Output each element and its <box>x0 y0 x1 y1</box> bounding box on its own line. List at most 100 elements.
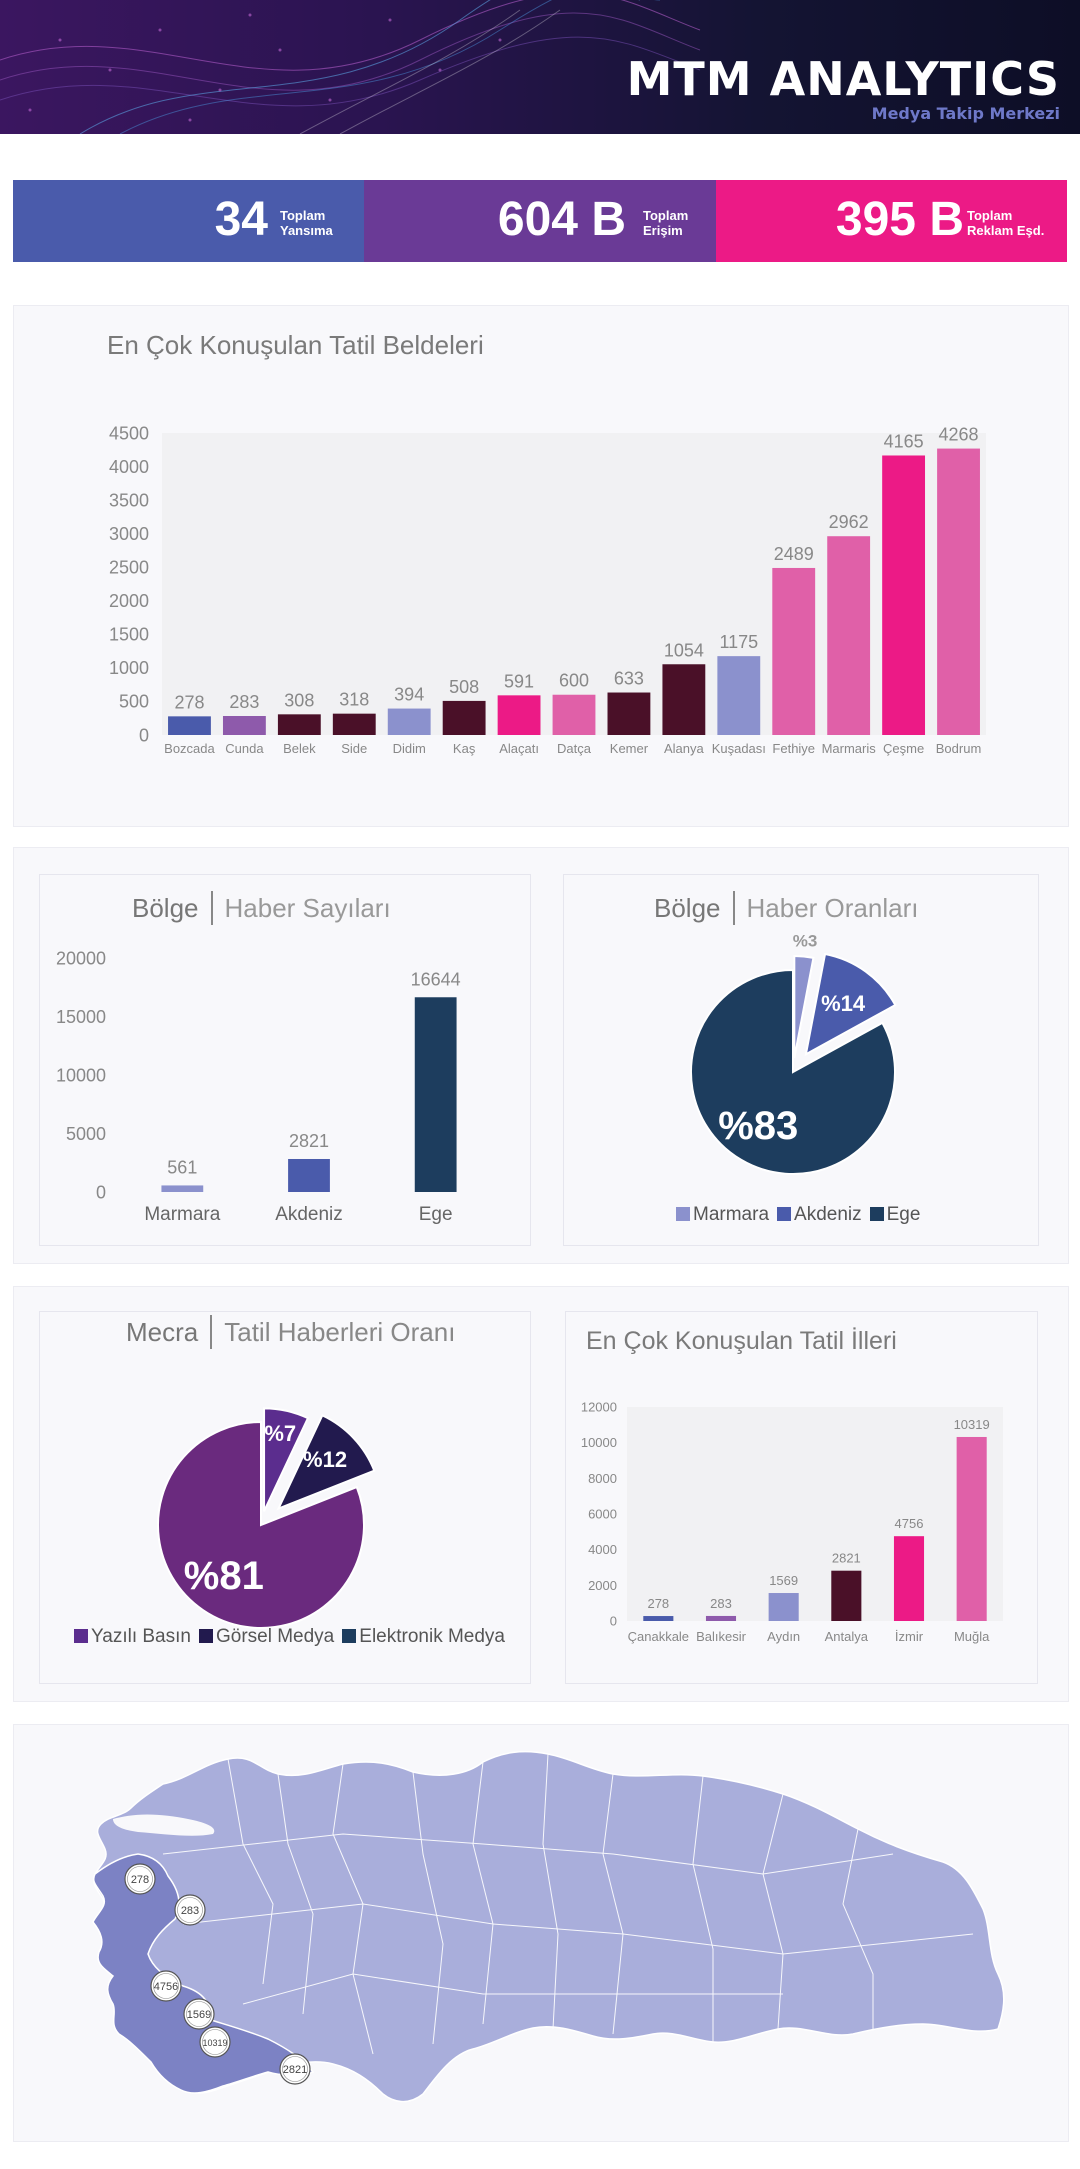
y-tick-label: 4000 <box>588 1542 617 1557</box>
y-tick-label: 2000 <box>109 591 149 611</box>
resorts-chart-title: En Çok Konuşulan Tatil Beldeleri <box>107 330 484 360</box>
bar <box>277 714 321 735</box>
region-pie-chart: %3 %14 %83 <box>690 931 897 1175</box>
category-label: Aydın <box>767 1629 800 1644</box>
y-tick-label: 500 <box>119 692 149 712</box>
map-marker-ring <box>186 2001 212 2027</box>
y-tick-label: 2000 <box>588 1578 617 1593</box>
legend-swatch <box>342 1629 357 1643</box>
kpi-label: Toplam Erişim <box>643 208 689 238</box>
map-marker-label: 4756 <box>154 1981 178 1993</box>
category-label: Kemer <box>610 741 649 756</box>
brand-subtitle: Medya Takip Merkezi <box>871 104 1060 123</box>
slice-label: %3 <box>793 931 818 950</box>
map-marker-ring <box>282 2056 308 2082</box>
bar <box>332 713 376 735</box>
legend-label: Elektronik Medya <box>359 1626 505 1647</box>
data-label: 2821 <box>832 1551 861 1566</box>
highlighted-provinces <box>92 1853 315 2094</box>
legend-label: Marmara <box>693 1204 770 1225</box>
data-label: 591 <box>504 671 534 691</box>
resorts-bar-chart: 0 500 1000 1500 2000 2500 3000 3500 4000 4500 278 B… <box>109 423 986 756</box>
slice-label: %7 <box>264 1421 296 1446</box>
y-tick-label: 2500 <box>109 558 149 578</box>
legend-swatch <box>777 1207 792 1221</box>
y-tick-label: 8000 <box>588 1471 617 1486</box>
region-bar-chart: 0 5000 10000 15000 20000 561 Marmara 2821 Akdeni… <box>56 948 461 1225</box>
slice-label: %12 <box>303 1447 347 1472</box>
category-label: Balıkesir <box>696 1629 747 1644</box>
data-label: 2962 <box>829 512 869 532</box>
category-label: Muğla <box>954 1629 990 1644</box>
y-tick-label: 0 <box>139 725 149 745</box>
kpi-label: Toplam Reklam Eşd. <box>967 208 1045 238</box>
bar <box>831 1570 862 1621</box>
data-label: 4756 <box>895 1516 924 1531</box>
map-marker-label: 278 <box>131 1874 149 1886</box>
map-marker <box>199 2026 231 2058</box>
bar <box>643 1616 674 1621</box>
y-tick-label: 4500 <box>109 423 149 443</box>
category-label: Didim <box>393 741 426 756</box>
legend-item: Ege <box>869 1204 920 1225</box>
region-count-title: Bölge Haber Sayıları <box>132 891 391 927</box>
category-label: Ege <box>419 1204 453 1225</box>
legend-swatch <box>869 1207 884 1221</box>
media-pie-legend: Yazılı Basın Görsel Medya Elektronik Medya <box>74 1626 513 1648</box>
data-label: 394 <box>394 685 424 705</box>
data-label: 283 <box>229 692 259 712</box>
legend-item: Marmara <box>676 1204 769 1225</box>
bar <box>893 1536 925 1621</box>
data-label: 283 <box>710 1596 732 1611</box>
kpi-label: Toplam Yansıma <box>280 208 333 238</box>
category-label: Side <box>341 741 367 756</box>
bar <box>222 716 266 735</box>
data-label: 1054 <box>664 640 704 660</box>
bar <box>288 1158 330 1192</box>
data-label: 278 <box>647 1596 669 1611</box>
plot-area <box>627 1407 1003 1621</box>
y-tick-label: 15000 <box>56 1007 106 1027</box>
category-label: Belek <box>283 741 316 756</box>
kpi-total-reflections: 34 Toplam Yansıma <box>13 180 364 262</box>
region-ratio-title: Bölge Haber Oranları <box>654 891 918 927</box>
map-marker-ring <box>202 2029 228 2055</box>
map-marker-label: 283 <box>181 1905 199 1917</box>
slice-label: %81 <box>184 1554 264 1598</box>
map-marker <box>150 1970 182 2002</box>
pie-slice <box>690 968 896 1175</box>
category-label: Kuşadası <box>712 741 766 756</box>
y-tick-label: 10000 <box>581 1435 617 1450</box>
category-label: Alaçatı <box>499 741 539 756</box>
bar <box>827 536 871 735</box>
kpi-total-ad-equivalent: 395 B Toplam Reklam Eşd. <box>716 180 1067 262</box>
map-marker-label: 1569 <box>187 2009 211 2021</box>
data-label: 2821 <box>289 1131 329 1151</box>
kpi-total-reach: 604 B Toplam Erişim <box>364 180 716 262</box>
bar <box>705 1615 737 1621</box>
pie-slice <box>804 952 897 1057</box>
y-tick-label: 6000 <box>588 1507 617 1522</box>
map-marker <box>174 1894 206 1926</box>
data-label: 308 <box>284 690 314 710</box>
legend-swatch <box>676 1207 690 1221</box>
category-label: Datça <box>557 741 592 756</box>
pie-slice <box>263 1407 310 1512</box>
media-ratio-title: Mecra Tatil Haberleri Oranı <box>126 1315 455 1351</box>
category-label: Fethiye <box>772 741 815 756</box>
category-label: Kaş <box>453 741 476 756</box>
bar <box>772 567 816 735</box>
slice-label: %14 <box>821 991 866 1016</box>
legend-swatch <box>74 1629 88 1643</box>
marmara-sea <box>113 1814 215 1836</box>
bar <box>497 695 541 735</box>
data-label: 4268 <box>939 425 979 445</box>
y-tick-label: 0 <box>610 1614 617 1629</box>
bar <box>717 656 761 735</box>
kpi-value: 395 B <box>835 193 964 246</box>
region-ratio-card <box>563 874 1039 1246</box>
legend-item: Elektronik Medya <box>342 1626 505 1647</box>
category-label: Bozcada <box>164 741 215 756</box>
bar <box>161 1185 204 1192</box>
bar <box>768 1593 799 1621</box>
